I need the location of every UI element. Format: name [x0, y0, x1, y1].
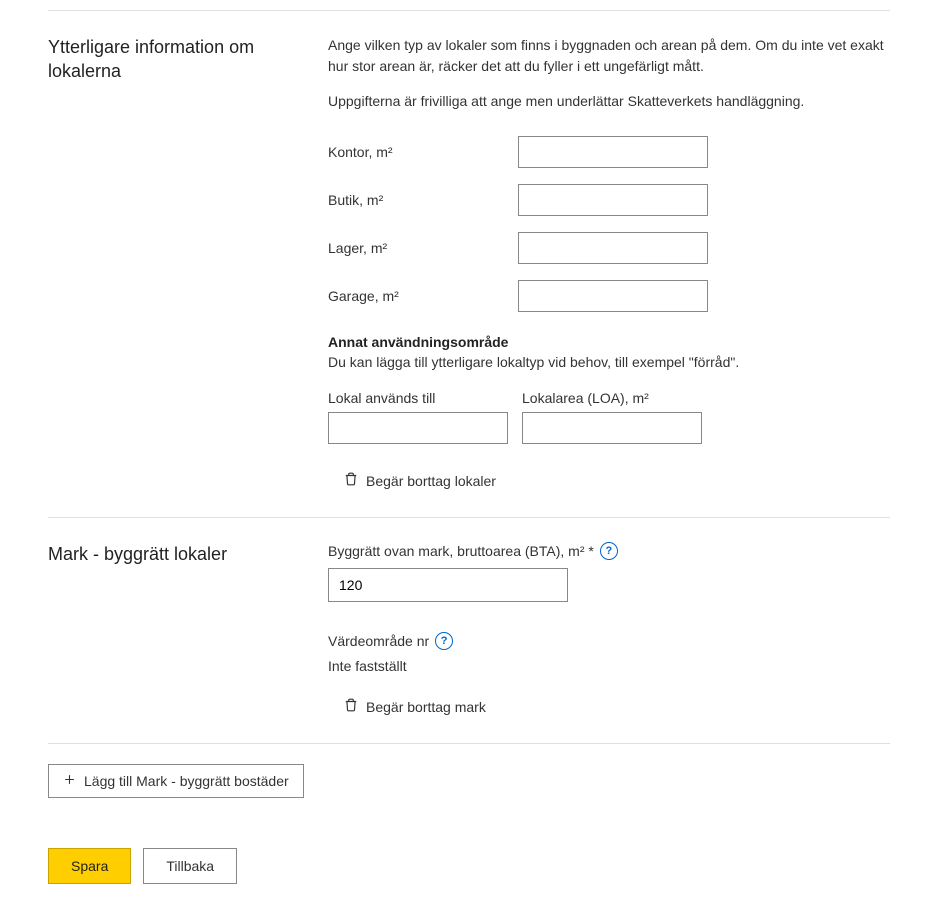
section-heading: Ytterligare information om lokalerna — [48, 35, 328, 84]
vardeomrade-label: Värdeområde nr — [328, 633, 429, 649]
label-used-for: Lokal används till — [328, 390, 508, 406]
delete-mark-label: Begär borttag mark — [366, 699, 486, 715]
two-col-inputs — [328, 412, 890, 444]
other-desc: Du kan lägga till ytterligare lokaltyp v… — [328, 354, 890, 370]
help-icon[interactable]: ? — [600, 542, 618, 560]
field-row-lager: Lager, m² — [328, 232, 890, 264]
add-button-row: Lägg till Mark - byggrätt bostäder — [48, 744, 890, 798]
delete-mark-button[interactable]: Begär borttag mark — [344, 698, 890, 715]
input-used-for[interactable] — [328, 412, 508, 444]
action-buttons: Spara Tillbaka — [48, 848, 890, 884]
add-mark-byggratt-button[interactable]: Lägg till Mark - byggrätt bostäder — [48, 764, 304, 798]
vardeomrade-value: Inte fastställt — [328, 658, 890, 674]
section-right-2: Byggrätt ovan mark, bruttoarea (BTA), m²… — [328, 542, 890, 715]
input-lager[interactable] — [518, 232, 708, 264]
section-right: Ange vilken typ av lokaler som finns i b… — [328, 35, 890, 489]
plus-icon — [63, 773, 76, 789]
delete-lokaler-label: Begär borttag lokaler — [366, 473, 496, 489]
back-button[interactable]: Tillbaka — [143, 848, 237, 884]
vardeomrade-label-row: Värdeområde nr ? — [328, 632, 890, 650]
section-left: Ytterligare information om lokalerna — [48, 35, 328, 489]
section-left-2: Mark - byggrätt lokaler — [48, 542, 328, 715]
input-garage[interactable] — [518, 280, 708, 312]
input-bta[interactable] — [328, 568, 568, 602]
input-lokalarea[interactable] — [522, 412, 702, 444]
section-ytterligare-info: Ytterligare information om lokalerna Ang… — [48, 11, 890, 517]
bta-label-row: Byggrätt ovan mark, bruttoarea (BTA), m²… — [328, 542, 890, 560]
field-label-butik: Butik, m² — [328, 192, 518, 208]
help-icon[interactable]: ? — [435, 632, 453, 650]
field-label-kontor: Kontor, m² — [328, 144, 518, 160]
intro-text-2: Uppgifterna är frivilliga att ange men u… — [328, 91, 890, 112]
bta-label: Byggrätt ovan mark, bruttoarea (BTA), m²… — [328, 543, 594, 559]
delete-lokaler-button[interactable]: Begär borttag lokaler — [344, 472, 890, 489]
label-lokalarea: Lokalarea (LOA), m² — [522, 390, 702, 406]
section-mark-byggratt: Mark - byggrätt lokaler Byggrätt ovan ma… — [48, 518, 890, 743]
field-row-garage: Garage, m² — [328, 280, 890, 312]
add-button-label: Lägg till Mark - byggrätt bostäder — [84, 773, 289, 789]
input-kontor[interactable] — [518, 136, 708, 168]
save-button[interactable]: Spara — [48, 848, 131, 884]
other-heading: Annat användningsområde — [328, 334, 890, 350]
trash-icon — [344, 472, 358, 489]
two-col-labels: Lokal används till Lokalarea (LOA), m² — [328, 390, 890, 406]
trash-icon — [344, 698, 358, 715]
intro-text-1: Ange vilken typ av lokaler som finns i b… — [328, 35, 890, 77]
section-heading-2: Mark - byggrätt lokaler — [48, 542, 328, 566]
field-row-kontor: Kontor, m² — [328, 136, 890, 168]
field-label-garage: Garage, m² — [328, 288, 518, 304]
field-label-lager: Lager, m² — [328, 240, 518, 256]
field-row-butik: Butik, m² — [328, 184, 890, 216]
input-butik[interactable] — [518, 184, 708, 216]
